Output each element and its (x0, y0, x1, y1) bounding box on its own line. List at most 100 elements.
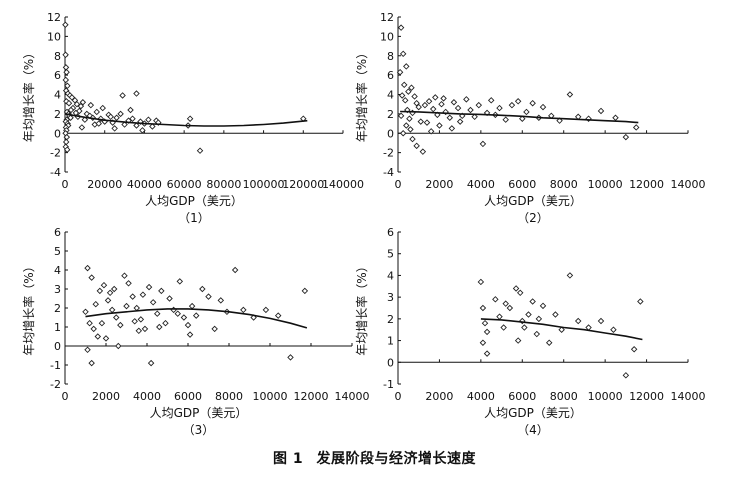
scatter-point (102, 335, 110, 342)
scatter-point (127, 106, 134, 114)
y-tick-label: 10 (380, 30, 394, 43)
scatter-point (62, 21, 69, 28)
scatter-point (429, 105, 437, 113)
scatter-point (397, 112, 405, 120)
scatter-point (217, 297, 225, 304)
scatter-point (78, 124, 86, 131)
x-tick-label: 6000 (174, 390, 202, 403)
scatter-point (483, 328, 491, 336)
x-tick-label: 20000 (87, 178, 122, 191)
scatter-point (95, 120, 102, 127)
scatter-point (483, 350, 491, 357)
scatter-point (106, 289, 114, 297)
x-tick-label: 8000 (550, 390, 578, 403)
scatter-point (113, 314, 120, 321)
x-tick-label: 14000 (671, 178, 706, 191)
scatter-point (516, 289, 524, 297)
scatter-point (162, 319, 169, 327)
scatter-point (77, 102, 85, 110)
y-tick-label: 5 (387, 248, 394, 261)
scatter-point (397, 24, 405, 31)
x-tick-label: 0 (395, 390, 402, 403)
x-tick-label: 2000 (425, 390, 453, 403)
scatter-point (413, 142, 420, 150)
y-tick-label: 4 (387, 89, 394, 102)
x-tick-label: 4000 (133, 390, 161, 403)
scatter-point (415, 103, 422, 111)
scatter-point (62, 64, 70, 71)
y-axis-title: 年均增长率（%） (21, 47, 36, 142)
scatter-point (411, 93, 418, 100)
x-tick-label: 12000 (629, 390, 664, 403)
y-tick-label: 1 (54, 321, 61, 334)
scatter-point (403, 122, 410, 129)
scatter-point (147, 359, 155, 367)
scatter-point (463, 96, 470, 103)
scatter-point (180, 314, 188, 321)
y-axis-title: 年均增长率（%） (354, 260, 369, 355)
scatter-point (479, 339, 487, 346)
scatter-point (574, 317, 582, 325)
scatter-point (514, 337, 522, 344)
scatter-point (96, 287, 104, 295)
scatter-point (399, 50, 407, 58)
scatter-point (492, 296, 499, 303)
y-tick-label: 0 (54, 127, 61, 140)
scatter-point (427, 128, 435, 135)
scatter-point (425, 98, 433, 105)
scatter-point (610, 326, 617, 333)
scatter-point (192, 312, 200, 319)
scatter-point (566, 91, 574, 98)
y-axis-title: 年均增长率（%） (354, 47, 369, 142)
scatter-point (107, 113, 114, 121)
scatter-point (630, 346, 638, 353)
scatter-point (117, 321, 124, 329)
scatter-point (471, 113, 478, 121)
y-tick-label: 3 (387, 291, 394, 304)
scatter-point (145, 283, 153, 291)
x-axis-title: 人均GDP（美元） (484, 406, 582, 420)
scatter-point (211, 325, 218, 333)
x-axis-title: 人均GDP（美元） (484, 194, 582, 208)
scatter-point (110, 285, 118, 293)
scatter-point (506, 304, 514, 312)
scatter-point (448, 125, 456, 132)
scatter-point (184, 321, 192, 329)
x-axis-title: 人均GDP（美元） (145, 194, 243, 208)
scatter-point (81, 116, 89, 123)
x-tick-label: 8000 (215, 390, 243, 403)
x-tick-label: 60000 (167, 178, 202, 191)
y-tick-label: -1 (383, 378, 394, 391)
scatter-point (529, 298, 536, 305)
scatter-point (475, 101, 483, 109)
scatter-point (408, 84, 415, 91)
y-tick-label: 8 (387, 50, 394, 63)
y-axis-title: 年均增长率（%） (21, 260, 36, 355)
scatter-point (100, 281, 108, 289)
scatter-point (400, 81, 408, 89)
scatter-point (454, 104, 462, 112)
scatter-point (99, 104, 106, 112)
scatter-point (63, 146, 71, 153)
x-tick-label: 10000 (588, 390, 623, 403)
scatter-point (149, 123, 156, 130)
scatter-point (539, 302, 547, 310)
y-tick-label: 6 (387, 69, 394, 82)
scatter-point (446, 114, 454, 121)
scatter-point (231, 266, 239, 274)
scatter-point (552, 311, 559, 318)
y-tick-label: 12 (47, 11, 61, 24)
x-tick-label: 100000 (243, 178, 285, 191)
scatter-point (535, 315, 543, 323)
y-tick-label: 4 (54, 264, 61, 277)
scatter-point (398, 92, 406, 99)
y-tick-label: 2 (54, 108, 61, 121)
panel-label: （4） (517, 423, 549, 437)
scatter-point (154, 310, 161, 317)
scatter-point (166, 295, 173, 302)
y-tick-label: 0 (387, 127, 394, 140)
chart-panel-1: -4 -2 0 2 4 6 8 10 12 0 20000 40000 60000 80000 100000… (21, 11, 364, 225)
y-tick-label: -4 (50, 166, 61, 179)
